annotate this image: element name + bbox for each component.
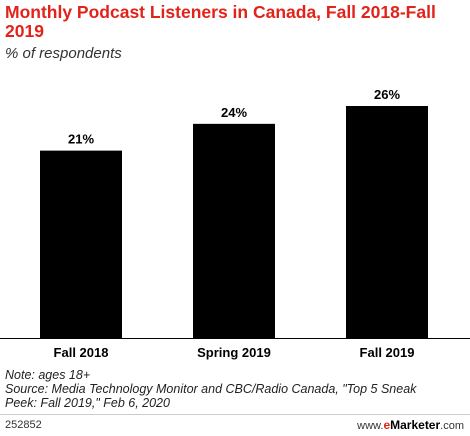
chart-subtitle: % of respondents	[5, 45, 122, 62]
bar-chart: 21% Fall 2018 24% Spring 2019 26% Fall 2019	[0, 87, 470, 360]
chart-title: Monthly Podcast Listeners in Canada, Fal…	[5, 2, 436, 41]
source-text: Source: Media Technology Monitor and CBC…	[5, 382, 417, 410]
bar-fall-2019	[346, 106, 428, 338]
brand-logo: www.eMarketer.com	[357, 418, 464, 432]
data-label: 26%	[374, 87, 400, 102]
chart-id: 252852	[5, 419, 42, 431]
x-tick-label: Fall 2019	[360, 345, 415, 360]
footer-divider	[0, 414, 470, 415]
data-label: 24%	[221, 105, 247, 120]
x-tick-label: Spring 2019	[197, 345, 271, 360]
bar-spring-2019	[193, 123, 275, 338]
chart-notes: Note: ages 18+ Source: Media Technology …	[5, 368, 445, 410]
bar-fall-2018	[40, 150, 122, 338]
data-label: 21%	[68, 132, 94, 147]
note-text: Note: ages 18+	[5, 368, 91, 382]
x-tick-label: Fall 2018	[54, 345, 109, 360]
